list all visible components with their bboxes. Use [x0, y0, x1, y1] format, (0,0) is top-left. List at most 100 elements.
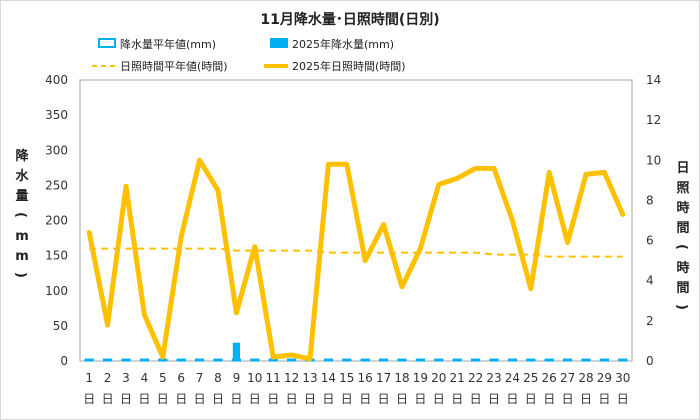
x-tick-label: 11: [266, 371, 281, 385]
normal-precip-bar: [563, 358, 573, 362]
axis-title-glyph: 照: [676, 181, 689, 196]
x-tick-label: 14: [321, 371, 336, 385]
x-tick-suffix: 日: [488, 392, 500, 406]
precip-2025-bar: [177, 359, 185, 361]
legend-label: 日照時間平年値(時間): [120, 59, 228, 73]
x-tick-suffix: 日: [470, 392, 482, 406]
x-tick-label: 8: [214, 371, 222, 385]
x-tick-label: 26: [542, 371, 557, 385]
normal-precip-bar: [581, 358, 591, 362]
right-axis-title: 日照時間(時間): [674, 161, 690, 310]
x-tick-label: 27: [560, 371, 575, 385]
x-tick-suffix: 日: [580, 392, 592, 406]
x-tick-suffix: 日: [451, 392, 463, 406]
left-tick-label: 300: [45, 143, 68, 157]
x-tick-suffix: 日: [617, 392, 629, 406]
x-tick-label: 1: [85, 371, 93, 385]
x-tick-label: 24: [505, 371, 520, 385]
right-tick-label: 2: [646, 314, 654, 328]
x-tick-suffix: 日: [138, 392, 150, 406]
x-tick-suffix: 日: [230, 392, 242, 406]
legend-item: 2025年日照時間(時間): [264, 59, 406, 73]
legend-swatch: [98, 38, 116, 48]
x-tick-suffix: 日: [341, 392, 353, 406]
normal-precip-bar: [618, 358, 628, 362]
legend-swatch: [270, 38, 288, 48]
x-tick-label: 7: [196, 371, 204, 385]
x-tick-suffix: 日: [249, 392, 261, 406]
x-tick-label: 4: [141, 371, 149, 385]
x-tick-suffix: 日: [120, 392, 132, 406]
normal-precip-bar: [342, 358, 352, 362]
normal-sunshine-line: [89, 247, 623, 258]
x-tick-suffix: 日: [562, 392, 574, 406]
axis-title-glyph: 降: [15, 148, 29, 164]
x-tick-label: 3: [122, 371, 130, 385]
normal-precip-bar: [287, 358, 297, 362]
x-tick-suffix: 日: [157, 392, 169, 406]
x-tick-label: 13: [302, 371, 317, 385]
x-tick-suffix: 日: [322, 392, 334, 406]
normal-precip-bar: [415, 358, 425, 362]
right-tick-label: 10: [646, 153, 661, 167]
x-tick-label: 22: [468, 371, 483, 385]
x-tick-label: 18: [394, 371, 409, 385]
axis-title-glyph: 量: [15, 189, 28, 204]
precip-2025-bar: [232, 342, 240, 361]
sunshine-2025-line: [86, 157, 626, 362]
legend-label: 2025年降水量(mm): [292, 37, 394, 51]
normal-precip-bar: [507, 358, 517, 362]
chart-title: 11月降水量･日照時間(日別): [260, 11, 439, 28]
normal-precip-bar: [489, 358, 499, 362]
normal-precip-bar: [84, 358, 94, 362]
axis-title-glyph: 間: [676, 221, 689, 236]
x-tick-label: 20: [431, 371, 446, 385]
x-tick-label: 28: [578, 371, 593, 385]
axis-title-glyph: m: [15, 229, 29, 244]
x-tick-suffix: 日: [543, 392, 555, 406]
right-tick-label: 12: [646, 113, 661, 127]
axis-title-glyph: (: [13, 212, 28, 218]
x-tick-suffix: 日: [506, 392, 518, 406]
x-tick-suffix: 日: [304, 392, 316, 406]
x-tick-suffix: 日: [525, 392, 537, 406]
x-tick-suffix: 日: [396, 392, 408, 406]
x-tick-suffix: 日: [83, 392, 95, 406]
normal-precip-bar: [139, 358, 150, 362]
right-tick-label: 4: [646, 274, 654, 288]
x-tick-suffix: 日: [102, 392, 114, 406]
right-tick-label: 8: [646, 193, 654, 207]
x-tick-suffix: 日: [433, 392, 445, 406]
left-tick-label: 400: [45, 73, 68, 87]
normal-precip-bar: [360, 358, 370, 362]
x-tick-label: 25: [523, 371, 538, 385]
legend-item: 日照時間平年値(時間): [92, 59, 228, 73]
left-tick-label: 150: [45, 249, 68, 263]
x-tick-suffix: 日: [414, 392, 426, 406]
normal-precip-bar: [323, 358, 333, 362]
normal-precip-bar: [599, 358, 609, 362]
left-tick-label: 250: [45, 178, 68, 192]
legend-label: 2025年日照時間(時間): [292, 59, 406, 73]
axis-title-glyph: 時: [676, 260, 689, 276]
normal-precip-bar: [544, 358, 554, 362]
normal-precip-bar: [121, 358, 131, 362]
x-tick-suffix: 日: [267, 392, 279, 406]
x-tick-suffix: 日: [359, 392, 371, 406]
x-tick-label: 6: [177, 371, 185, 385]
plot-area: [79, 79, 633, 362]
x-tick-suffix: 日: [175, 392, 187, 406]
x-tick-suffix: 日: [194, 392, 206, 406]
legend: 降水量平年値(mm) 2025年降水量(mm) 日照時間平年値(時間) 2025年日照…: [92, 37, 406, 73]
axis-title-glyph: 間: [676, 281, 689, 296]
axis-title-glyph: (: [674, 244, 689, 250]
x-tick-suffix: 日: [598, 392, 610, 406]
axis-title-glyph: ): [13, 272, 28, 278]
left-tick-label: 200: [45, 214, 68, 228]
x-tick-label: 17: [376, 371, 391, 385]
axis-title-glyph: m: [15, 249, 29, 264]
right-tick-label: 14: [646, 73, 661, 87]
x-tick-label: 30: [615, 371, 630, 385]
x-tick-suffix: 日: [212, 392, 224, 406]
